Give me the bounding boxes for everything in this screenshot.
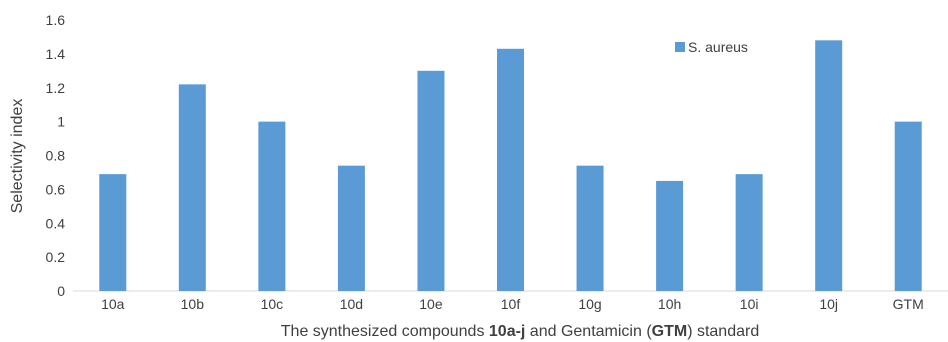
bar-10e [417, 70, 445, 291]
x-tick-label: 10g [578, 296, 601, 312]
y-tick-label: 0.2 [46, 249, 66, 265]
bar-10j [815, 40, 843, 292]
bar-GTM [894, 121, 922, 291]
y-axis-ticks: 0 0.2 0.4 0.6 0.8 1 1.2 1.4 1.6 [46, 12, 66, 299]
bar-10d [337, 165, 365, 291]
legend-label: S. aureus [688, 39, 748, 55]
bars [99, 40, 922, 292]
x-tick-label: 10i [740, 296, 759, 312]
y-tick-label: 1.2 [46, 80, 66, 96]
y-tick-label: 0 [57, 283, 65, 299]
x-axis-title: The synthesized compounds 10a-j and Gent… [281, 323, 759, 340]
x-tick-label: 10a [101, 296, 125, 312]
x-axis-title-part1: The synthesized compounds [281, 323, 489, 340]
x-tick-label: 10e [419, 296, 443, 312]
x-axis-ticks: 10a 10b 10c 10d 10e 10f 10g 10h 10i 10j GTM [101, 296, 924, 312]
x-axis-title-part3: and Gentamicin ( [525, 323, 652, 340]
legend: S. aureus [675, 39, 748, 55]
x-axis-title-part2: 10a-j [489, 323, 525, 340]
x-tick-label: GTM [893, 296, 924, 312]
bar-10i [735, 174, 763, 291]
legend-swatch [675, 42, 685, 52]
x-axis-title-part5: ) standard [687, 323, 759, 340]
x-tick-label: 10j [819, 296, 838, 312]
x-tick-label: 10h [658, 296, 681, 312]
x-tick-label: 10c [261, 296, 284, 312]
bar-10b [178, 84, 206, 291]
x-axis-title-part4: GTM [652, 323, 688, 340]
bar-10a [99, 174, 127, 291]
y-tick-label: 1.6 [46, 12, 66, 28]
bar-10f [497, 48, 524, 292]
bar-10c [258, 121, 286, 291]
y-tick-label: 0.6 [46, 181, 66, 197]
y-axis-title: Selectivity index [9, 99, 26, 214]
y-tick-label: 1.4 [46, 46, 66, 62]
y-tick-label: 0.4 [46, 215, 66, 231]
x-tick-label: 10f [501, 296, 521, 312]
y-tick-label: 1 [57, 114, 65, 130]
x-tick-label: 10d [340, 296, 363, 312]
y-tick-label: 0.8 [46, 148, 66, 164]
x-tick-label: 10b [181, 296, 205, 312]
bar-10h [656, 180, 684, 291]
bar-10g [576, 165, 604, 291]
